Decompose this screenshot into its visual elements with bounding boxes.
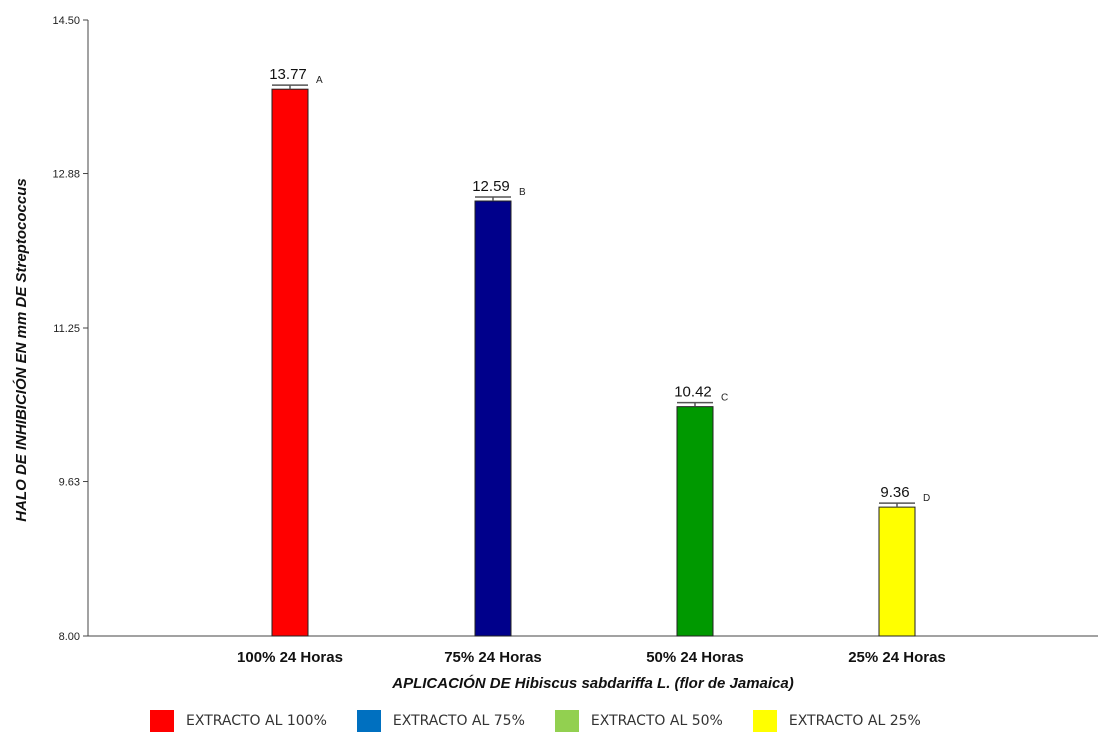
bar-value-label: 13.77: [269, 66, 307, 83]
legend-label: EXTRACTO AL 100%: [186, 713, 327, 729]
legend-label: EXTRACTO AL 75%: [392, 713, 525, 729]
x-tick-label: 75% 24 Horas: [444, 649, 542, 666]
bars-group: 13.77 A 100% 24 Horas 12.59 B 75% 24 Horas 10.…: [237, 66, 946, 666]
y-axis-ticks: 8.00 9.63 11.25 12.88 14.50: [52, 15, 88, 643]
y-tick-label: 8.00: [59, 631, 80, 643]
legend-label: EXTRACTO AL 50%: [590, 713, 723, 729]
legend-swatch: [356, 710, 381, 732]
y-tick-label: 11.25: [53, 323, 80, 335]
x-tick-label: 50% 24 Horas: [646, 649, 744, 666]
bar-value-label: 12.59: [472, 178, 510, 195]
legend-label: EXTRACTO AL 25%: [788, 713, 921, 729]
bar: [676, 406, 714, 637]
y-axis-title: HALO DE INHIBICIÓN EN mm DE Streptococcu…: [12, 178, 30, 521]
bar-value-label: 10.42: [674, 384, 712, 401]
legend-item: EXTRACTO AL 25%: [752, 710, 921, 732]
bar: [878, 506, 916, 637]
bar: [474, 200, 512, 637]
x-tick-label: 100% 24 Horas: [237, 649, 343, 666]
x-tick-label: 25% 24 Horas: [848, 649, 946, 666]
bar-chart: 8.00 9.63 11.25 12.88 14.50 13.77 A 100% 24 Ho…: [12, 15, 1098, 692]
legend-item: EXTRACTO AL 75%: [356, 710, 525, 732]
group-letter-label: B: [519, 187, 526, 198]
group-letter-label: D: [923, 493, 930, 504]
group-letter-label: C: [721, 393, 728, 404]
bar: [271, 88, 309, 637]
bar-value-label: 9.36: [880, 484, 909, 501]
legend-item: EXTRACTO AL 100%: [150, 710, 327, 732]
legend-swatch: [554, 710, 579, 732]
y-tick-label: 12.88: [52, 169, 80, 181]
legend-swatch: [752, 710, 777, 732]
group-letter-label: A: [316, 75, 323, 86]
legend: EXTRACTO AL 100% EXTRACTO AL 75% EXTRACTO …: [150, 709, 1090, 733]
legend-item: EXTRACTO AL 50%: [554, 710, 723, 732]
y-tick-label: 14.50: [52, 15, 80, 27]
legend-swatch: [150, 710, 174, 732]
y-tick-label: 9.63: [59, 477, 80, 489]
x-axis-title: APLICACIÓN DE Hibiscus sabdariffa L. (fl…: [391, 674, 793, 692]
